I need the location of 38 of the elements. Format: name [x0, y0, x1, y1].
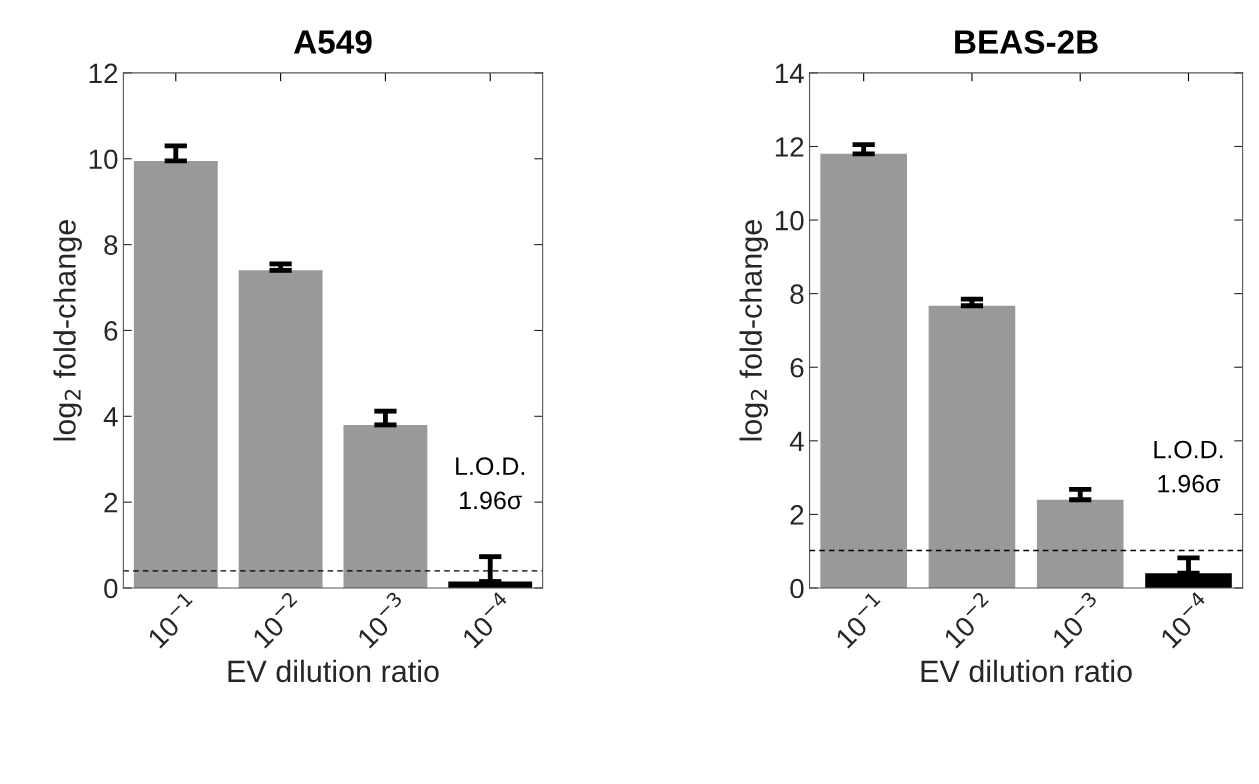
- x-axis-title: EV dilution ratio: [228, 659, 439, 683]
- x-axis-title: EV dilution ratio: [921, 659, 1132, 683]
- x-tick-label: 10$^{−1}$: [143, 591, 201, 649]
- y-tick-label: 6: [790, 357, 804, 378]
- y-tick-label: 10: [775, 210, 804, 231]
- y-tick-label: 10: [89, 149, 118, 170]
- y-tick-label: 0: [790, 578, 804, 599]
- y-tick-label: 4: [789, 431, 804, 451]
- x-tick-label: 10$^{−1}$: [831, 591, 889, 649]
- y-axis-title: log$_{2}$ fold-change: [739, 220, 768, 441]
- y-tick-label: 8: [790, 284, 804, 304]
- x-tick-label: 10$^{−2}$: [939, 591, 997, 649]
- chart-title: BEAS-2B: [955, 30, 1098, 54]
- y-tick-label: 0: [104, 578, 118, 599]
- bar: [343, 424, 428, 588]
- bar: [1145, 573, 1232, 588]
- bar: [928, 305, 1016, 588]
- y-tick-label: 12: [89, 63, 118, 83]
- bar: [133, 160, 218, 588]
- bar: [238, 270, 323, 588]
- bar: [820, 153, 907, 588]
- x-tick-label: 10$^{−4}$: [457, 590, 516, 649]
- y-axis-title: log$_{2}$ fold-change: [53, 220, 82, 441]
- chart-title: A549: [293, 30, 372, 54]
- x-tick-label: 10$^{−4}$: [1155, 590, 1214, 649]
- y-tick-label: 2: [104, 492, 118, 513]
- y-tick-label: 2: [790, 505, 804, 525]
- y-tick-label: 6: [104, 321, 118, 341]
- ref-line-label: L.O.D. 1.96σ: [1154, 440, 1223, 493]
- ref-line-label: L.O.D. 1.96σ: [456, 457, 525, 510]
- y-tick-label: 14: [775, 63, 804, 83]
- bar: [1036, 499, 1124, 588]
- x-tick-label: 10$^{−2}$: [247, 591, 306, 649]
- y-tick-label: 8: [104, 235, 118, 255]
- y-tick-label: 4: [103, 407, 118, 427]
- y-tick-label: 12: [775, 137, 804, 157]
- x-tick-label: 10$^{−3}$: [1047, 591, 1106, 649]
- x-tick-label: 10$^{−3}$: [352, 591, 411, 649]
